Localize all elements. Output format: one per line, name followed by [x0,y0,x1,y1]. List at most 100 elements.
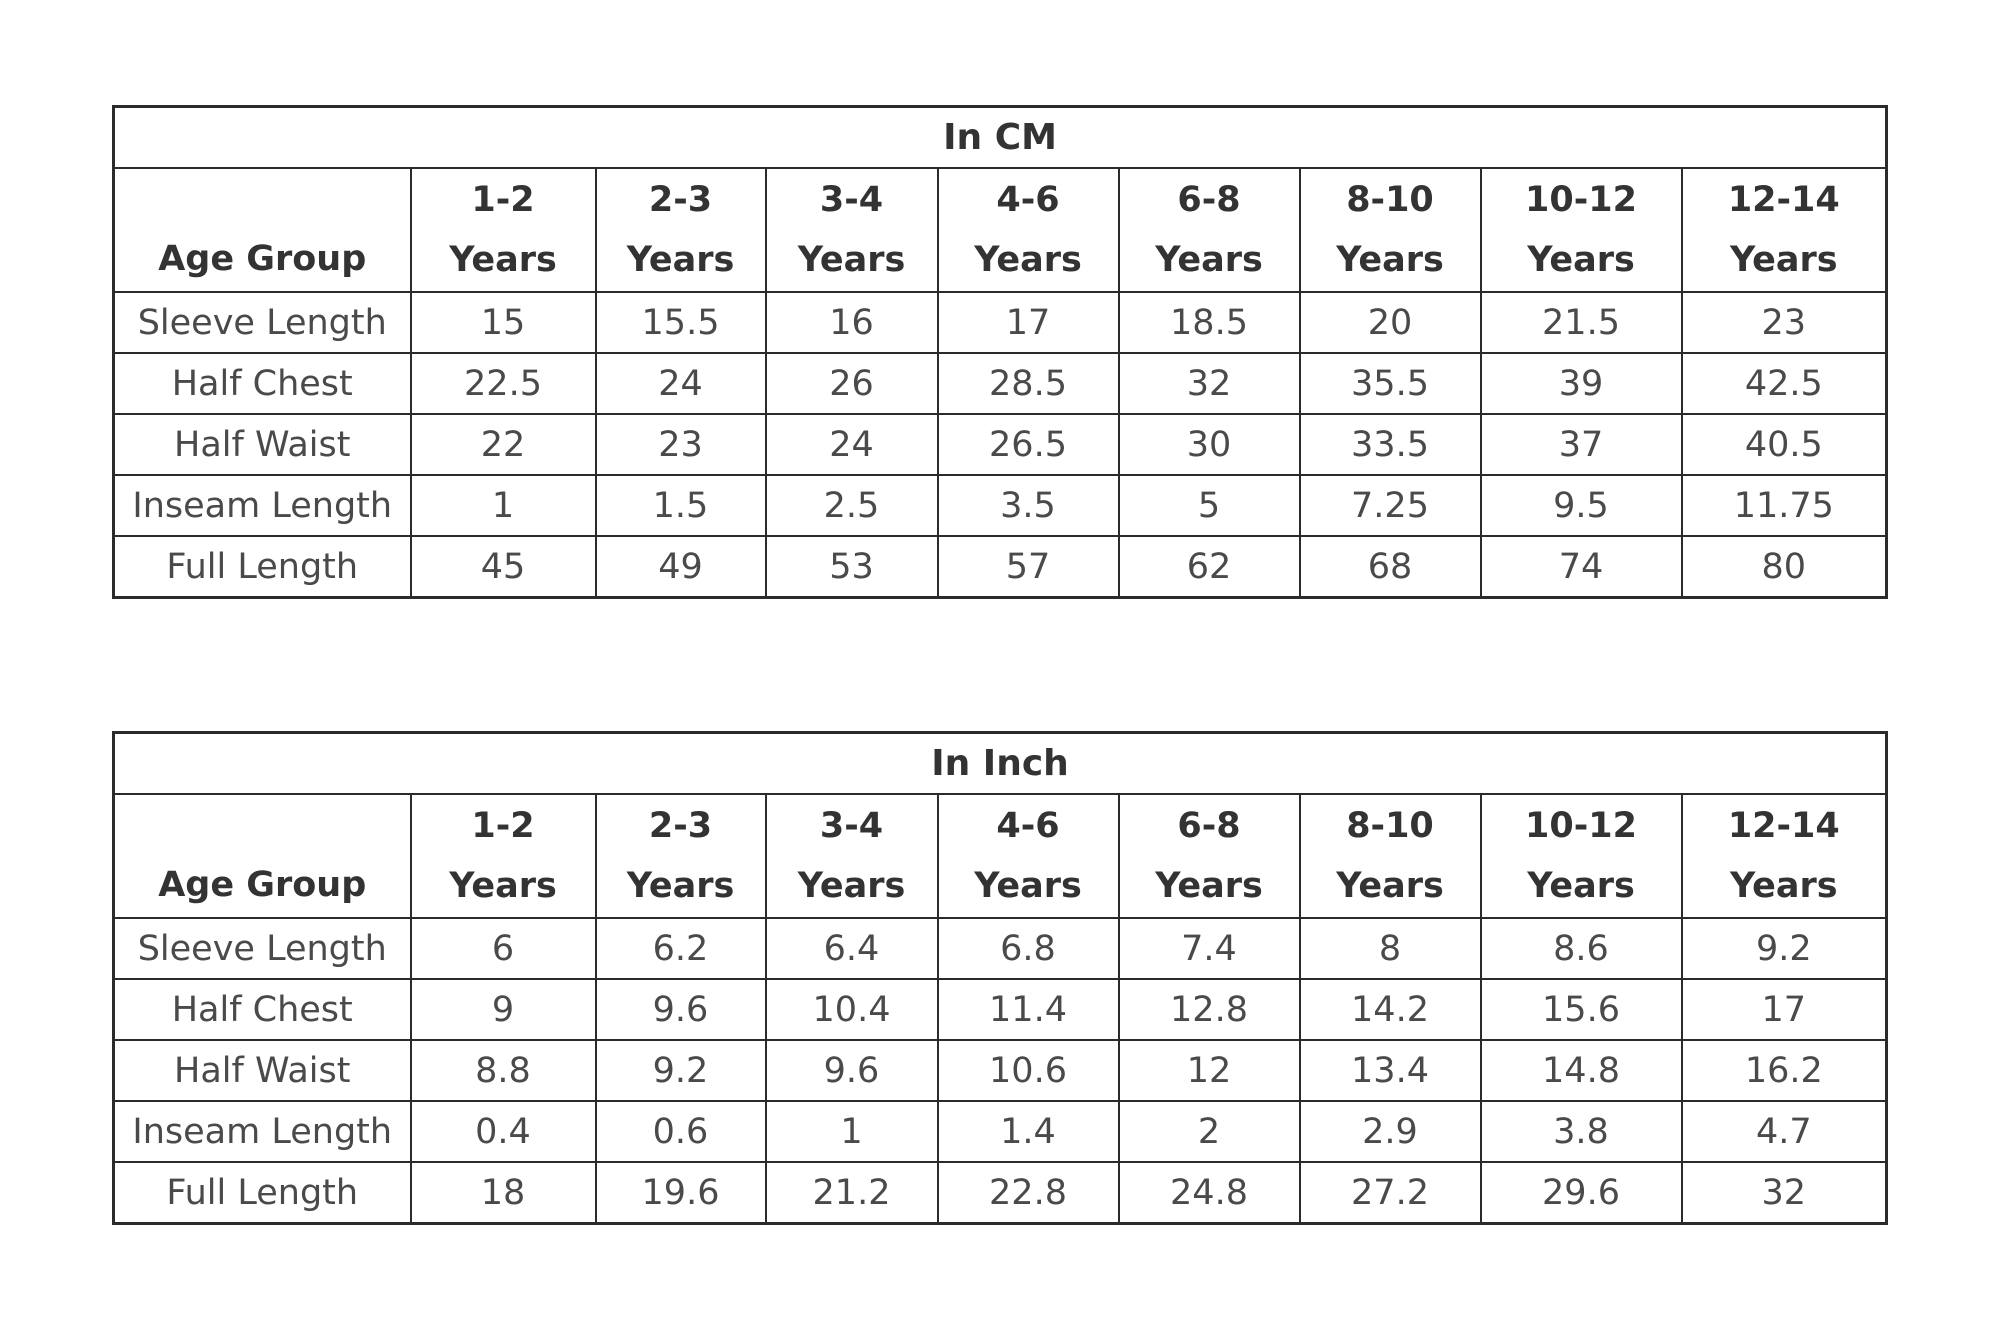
age-unit: Years [1336,866,1444,906]
table-title-row: In CM [112,105,1888,169]
age-unit: Years [797,866,906,906]
age-column-header: 4-6 Years [936,793,1120,919]
table-row: Inseam Length 1 1.5 2.5 3.5 5 7.25 9.5 11.75 [112,474,1888,537]
size-table-inch: In Inch Age Group 1-2 Years 2-3 Years 3-4 Years… [112,731,1889,1225]
measurement-value: 26 [764,352,939,415]
measurement-value: 12 [1117,1039,1301,1102]
measurement-value: 26.5 [936,413,1120,476]
age-range: 10-12 [1525,806,1637,846]
measurement-value: 2.5 [764,474,939,537]
age-range: 8-10 [1346,180,1434,220]
measurement-value: 15.5 [594,291,767,354]
measurement-label: Half Chest [112,352,412,415]
measurement-value: 9.2 [1680,917,1888,980]
age-column-header: 1-2 Years [409,167,597,293]
measurement-value: 29.6 [1479,1161,1683,1225]
measurement-label: Inseam Length [112,474,412,537]
age-column-header: 4-6 Years [936,167,1120,293]
measurement-value: 49 [594,535,767,599]
measurement-value: 42.5 [1680,352,1888,415]
measurement-value: 4.7 [1680,1100,1888,1163]
age-range: 3-4 [819,806,884,846]
measurement-value: 39 [1479,352,1683,415]
age-unit: Years [449,240,557,280]
measurement-value: 5 [1117,474,1301,537]
measurement-value: 12.8 [1117,978,1301,1041]
table-title: In CM [112,105,1888,169]
table-row: Sleeve Length 15 15.5 16 17 18.5 20 21.5 23 [112,291,1888,354]
age-unit: Years [1527,866,1635,906]
age-column-header: 3-4 Years [764,167,939,293]
measurement-value: 8.6 [1479,917,1683,980]
measurement-value: 10.4 [764,978,939,1041]
measurement-label: Sleeve Length [112,291,412,354]
age-column-header: 1-2 Years [409,793,597,919]
measurement-value: 33.5 [1298,413,1482,476]
age-range: 12-14 [1727,806,1840,846]
age-unit: Years [1155,866,1263,906]
measurement-value: 45 [409,535,597,599]
measurement-value: 32 [1117,352,1301,415]
table-title: In Inch [112,731,1888,795]
measurement-value: 28.5 [936,352,1120,415]
measurement-value: 9 [409,978,597,1041]
age-unit: Years [626,240,735,280]
measurement-value: 22.8 [936,1161,1120,1225]
table-row: Inseam Length 0.4 0.6 1 1.4 2 2.9 3.8 4.7 [112,1100,1888,1163]
measurement-value: 18 [409,1161,597,1225]
measurement-label: Half Waist [112,413,412,476]
age-unit: Years [974,866,1082,906]
table-row: Half Waist 8.8 9.2 9.6 10.6 12 13.4 14.8 16.2 [112,1039,1888,1102]
table-header-row: Age Group 1-2 Years 2-3 Years 3-4 Years 4-6 Year… [112,793,1888,919]
age-unit: Years [626,866,735,906]
age-unit: Years [797,240,906,280]
measurement-label: Half Waist [112,1039,412,1102]
measurement-value: 1.5 [594,474,767,537]
measurement-value: 35.5 [1298,352,1482,415]
measurement-value: 53 [764,535,939,599]
age-range: 6-8 [1177,180,1241,220]
age-range: 2-3 [648,180,713,220]
table-row: Half Chest 22.5 24 26 28.5 32 35.5 39 42.5 [112,352,1888,415]
measurement-value: 14.8 [1479,1039,1683,1102]
age-column-header: 6-8 Years [1117,167,1301,293]
measurement-value: 1.4 [936,1100,1120,1163]
measurement-value: 16 [764,291,939,354]
measurement-label: Inseam Length [112,1100,412,1163]
table-header-row: Age Group 1-2 Years 2-3 Years 3-4 Years 4-6 Year… [112,167,1888,293]
measurement-value: 11.75 [1680,474,1888,537]
measurement-value: 9.5 [1479,474,1683,537]
measurement-value: 10.6 [936,1039,1120,1102]
age-column-header: 12-14 Years [1680,793,1888,919]
measurement-value: 17 [1680,978,1888,1041]
age-unit: Years [1527,240,1635,280]
age-column-header: 2-3 Years [594,167,767,293]
measurement-value: 62 [1117,535,1301,599]
measurement-value: 15.6 [1479,978,1683,1041]
table-body: In Inch Age Group 1-2 Years 2-3 Years 3-4 Years… [112,731,1888,1225]
measurement-value: 1 [409,474,597,537]
measurement-value: 9.6 [764,1039,939,1102]
measurement-value: 40.5 [1680,413,1888,476]
measurement-value: 14.2 [1298,978,1482,1041]
measurement-value: 20 [1298,291,1482,354]
measurement-value: 3.8 [1479,1100,1683,1163]
age-unit: Years [1730,240,1838,280]
measurement-value: 15 [409,291,597,354]
age-group-header: Age Group [112,167,412,293]
measurement-value: 21.5 [1479,291,1683,354]
measurement-value: 22 [409,413,597,476]
age-column-header: 8-10 Years [1298,167,1482,293]
age-unit: Years [449,866,557,906]
measurement-value: 57 [936,535,1120,599]
measurement-label: Full Length [112,535,412,599]
age-unit: Years [974,240,1082,280]
measurement-value: 6.2 [594,917,767,980]
age-range: 8-10 [1346,806,1434,846]
age-range: 1-2 [471,806,535,846]
table-row: Half Chest 9 9.6 10.4 11.4 12.8 14.2 15.6 17 [112,978,1888,1041]
age-column-header: 6-8 Years [1117,793,1301,919]
age-column-header: 10-12 Years [1479,793,1683,919]
measurement-value: 23 [1680,291,1888,354]
age-range: 12-14 [1727,180,1840,220]
